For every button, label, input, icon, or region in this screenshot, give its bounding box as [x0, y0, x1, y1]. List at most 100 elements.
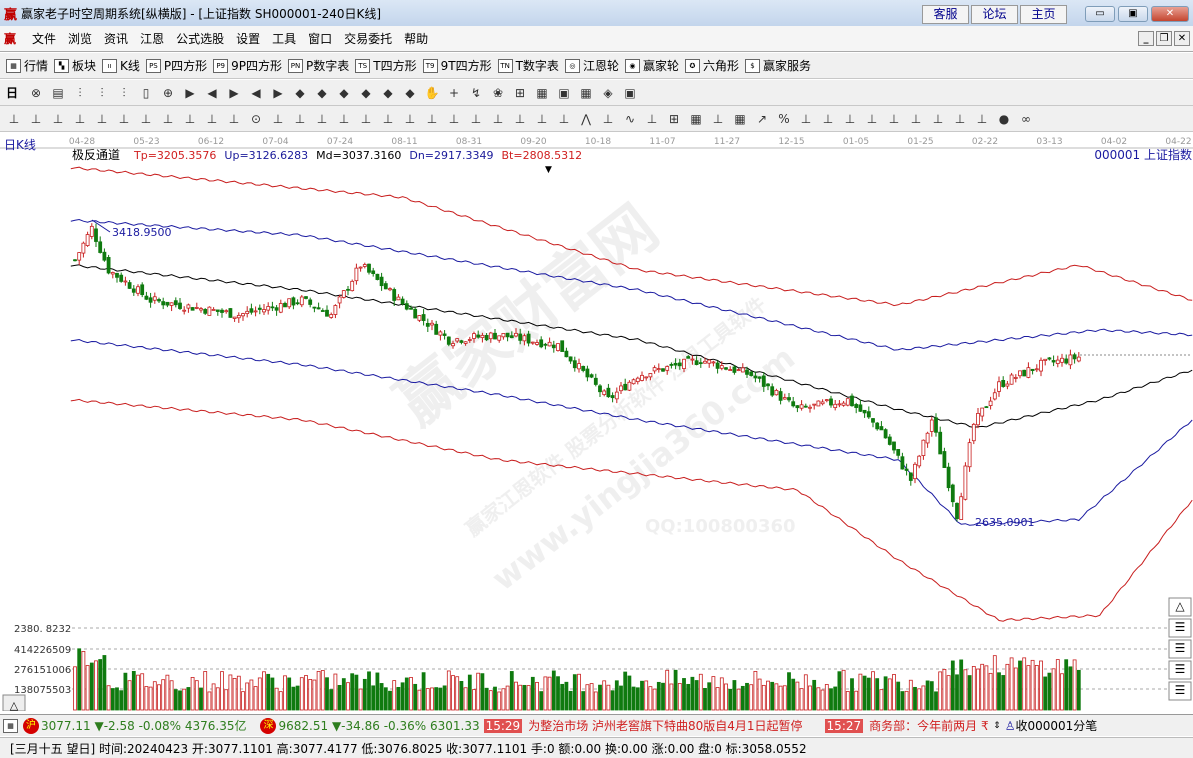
- toolbar-item-dollar[interactable]: $ 赢家服务: [744, 57, 811, 74]
- menu-file[interactable]: 文件: [32, 32, 57, 46]
- tool-icon[interactable]: ⊥: [96, 111, 108, 126]
- tool-icon[interactable]: ❀: [492, 85, 504, 100]
- tool-icon[interactable]: ⊥: [470, 111, 482, 126]
- maximize-button[interactable]: ▣: [1118, 6, 1148, 22]
- tool-icon[interactable]: +: [448, 85, 460, 100]
- service-link[interactable]: 客服: [922, 5, 969, 24]
- tool-icon[interactable]: ▦: [580, 85, 592, 100]
- toolbar-item-pn[interactable]: PN P数字表: [288, 57, 349, 74]
- tool-icon[interactable]: ▣: [558, 85, 570, 100]
- tool-icon[interactable]: ●: [998, 111, 1010, 126]
- toolbar-item-tn[interactable]: TN T数字表: [497, 57, 559, 74]
- scroll-arrows-icon[interactable]: ⇕: [993, 720, 1001, 731]
- period-select[interactable]: 日: [6, 86, 19, 100]
- tool-icon[interactable]: ⊞: [668, 111, 680, 126]
- menu-settings[interactable]: 设置: [236, 32, 261, 46]
- tool-icon[interactable]: ◀: [207, 85, 217, 100]
- home-link[interactable]: 主页: [1020, 5, 1067, 24]
- tool-icon[interactable]: ⊥: [118, 111, 130, 126]
- tool-icon[interactable]: ⊥: [558, 111, 570, 126]
- tool-icon[interactable]: ⊥: [646, 111, 658, 126]
- tool-icon[interactable]: ⊥: [338, 111, 350, 126]
- tool-icon[interactable]: ⊥: [954, 111, 966, 126]
- toolbar-item-ts[interactable]: TS T四方形: [355, 57, 417, 74]
- toolbar-item-yingjia-wheel[interactable]: ◉ 赢家轮: [624, 57, 679, 74]
- tool-icon[interactable]: ⫶: [100, 85, 104, 100]
- tool-icon[interactable]: ⊥: [448, 111, 460, 126]
- toolbar-item-gann-wheel[interactable]: ◎ 江恩轮: [564, 57, 619, 74]
- tool-icon[interactable]: ↯: [470, 85, 482, 100]
- tool-icon[interactable]: ▦: [690, 111, 702, 126]
- tool-icon[interactable]: ⊥: [888, 111, 900, 126]
- tool-icon[interactable]: ⊥: [382, 111, 394, 126]
- tool-icon[interactable]: ⊥: [294, 111, 306, 126]
- tool-icon[interactable]: ◆: [339, 85, 349, 100]
- tool-icon[interactable]: ⋀: [581, 111, 591, 126]
- tool-icon[interactable]: %: [778, 111, 790, 126]
- close-button[interactable]: ✕: [1151, 6, 1189, 22]
- tool-icon[interactable]: ◆: [295, 85, 305, 100]
- tool-icon[interactable]: ∿: [624, 111, 636, 126]
- tool-icon[interactable]: ⊥: [514, 111, 526, 126]
- tool-icon[interactable]: ⫶: [78, 85, 82, 100]
- menu-browse[interactable]: 浏览: [68, 32, 93, 46]
- tool-icon[interactable]: ◆: [361, 85, 371, 100]
- tool-icon[interactable]: ▯: [142, 85, 150, 100]
- toolbar-item-p9[interactable]: P9 9P四方形: [213, 57, 282, 74]
- tool-icon[interactable]: ⊥: [228, 111, 240, 126]
- tool-icon[interactable]: ◀: [251, 85, 261, 100]
- tool-icon[interactable]: ⊥: [8, 111, 20, 126]
- tick-data-label[interactable]: 收000001分笔: [1015, 719, 1098, 733]
- mdi-minimize-button[interactable]: _: [1138, 31, 1154, 46]
- minimize-button[interactable]: ▭: [1085, 6, 1115, 22]
- tool-icon[interactable]: ⊥: [492, 111, 504, 126]
- news-item[interactable]: 为整治市场 泸州老窖旗下特曲80版自4月1日起暂停: [528, 719, 803, 733]
- menu-window[interactable]: 窗口: [308, 32, 333, 46]
- tool-icon[interactable]: ▶: [273, 85, 283, 100]
- tool-icon[interactable]: ⊥: [712, 111, 724, 126]
- toolbar-item-hexagon[interactable]: ✪ 六角形: [684, 57, 739, 74]
- dropdown-arrow-icon[interactable]: ▼: [545, 165, 552, 175]
- tool-icon[interactable]: ⊥: [162, 111, 174, 126]
- tool-icon[interactable]: ⊥: [30, 111, 42, 126]
- tool-icon[interactable]: ▶: [229, 85, 239, 100]
- tool-icon[interactable]: ⊙: [250, 111, 262, 126]
- tool-icon[interactable]: ⊥: [426, 111, 438, 126]
- tool-icon[interactable]: ↗: [756, 111, 768, 126]
- tool-icon[interactable]: ⊥: [910, 111, 922, 126]
- tool-icon[interactable]: ⊥: [74, 111, 86, 126]
- tool-icon[interactable]: ◆: [383, 85, 393, 100]
- tool-icon[interactable]: ▦: [536, 85, 548, 100]
- tool-icon[interactable]: ◆: [405, 85, 415, 100]
- tool-icon[interactable]: ⊥: [184, 111, 196, 126]
- tool-icon[interactable]: ⊥: [822, 111, 834, 126]
- tool-icon[interactable]: ⊥: [932, 111, 944, 126]
- tool-icon[interactable]: ▦: [734, 111, 746, 126]
- tool-icon[interactable]: ⊗: [30, 85, 42, 100]
- side-panel-button[interactable]: ☰: [1175, 662, 1186, 676]
- chart-canvas[interactable]: 04-28 05-23 06-12 07-04 07-24 08-11 08-31 09-20…: [0, 132, 1193, 712]
- toolbar-item-blocks[interactable]: ▚ 板块: [54, 57, 96, 74]
- quote-list-icon[interactable]: ▦: [3, 718, 18, 733]
- menu-news[interactable]: 资讯: [104, 32, 129, 46]
- tool-icon[interactable]: ⊥: [206, 111, 218, 126]
- menu-gann[interactable]: 江恩: [140, 32, 165, 46]
- kline-chart[interactable]: 04-28 05-23 06-12 07-04 07-24 08-11 08-31 09-20…: [0, 132, 1193, 712]
- toolbar-item-ps[interactable]: PS P四方形: [145, 57, 207, 74]
- tool-icon[interactable]: ⊥: [140, 111, 152, 126]
- side-panel-button[interactable]: ☰: [1175, 683, 1186, 697]
- tool-icon[interactable]: ∞: [1021, 111, 1031, 126]
- tool-icon[interactable]: ⊥: [360, 111, 372, 126]
- tool-icon[interactable]: ◆: [317, 85, 327, 100]
- menu-formula[interactable]: 公式选股: [176, 32, 225, 46]
- tool-icon[interactable]: ⊥: [866, 111, 878, 126]
- mdi-restore-button[interactable]: ❐: [1156, 31, 1172, 46]
- tool-icon[interactable]: ⊞: [514, 85, 526, 100]
- menu-help[interactable]: 帮助: [404, 32, 429, 46]
- side-panel-button[interactable]: ☰: [1175, 620, 1186, 634]
- tool-icon[interactable]: ⊥: [52, 111, 64, 126]
- tool-icon[interactable]: ⊥: [800, 111, 812, 126]
- tool-icon[interactable]: ⊥: [976, 111, 988, 126]
- tool-icon[interactable]: ✋: [424, 85, 440, 100]
- tool-icon[interactable]: ◈: [603, 85, 613, 100]
